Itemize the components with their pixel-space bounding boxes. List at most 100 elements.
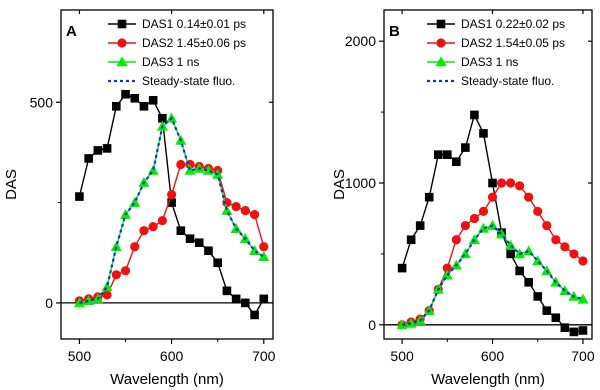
legend-marker-triangle: [435, 56, 447, 67]
data-point-triangle: [230, 223, 242, 233]
data-point-square: [424, 192, 434, 202]
data-point-square: [139, 101, 149, 111]
data-point-square: [560, 323, 570, 332]
data-point-square: [204, 246, 213, 256]
x-tick-label: 500: [68, 348, 92, 364]
legend-label: DAS2 1.54±0.05 ps: [461, 36, 565, 50]
data-point-circle: [249, 210, 260, 220]
plot-frame: [60, 9, 274, 340]
x-tick-label: 700: [252, 348, 276, 364]
data-point-square: [515, 266, 524, 276]
data-point-square: [185, 234, 195, 243]
legend-entry: DAS1 0.22±0.02 ps: [427, 17, 565, 31]
data-point-circle: [130, 242, 140, 252]
plot-area: [396, 110, 589, 337]
data-point-square: [222, 286, 232, 296]
y-tick-label: 2000: [345, 33, 376, 49]
data-point-square: [231, 294, 241, 304]
data-point-circle: [469, 213, 480, 224]
data-point-triangle: [258, 251, 270, 262]
legend-entry: DAS1 0.14±0.01 ps: [108, 17, 246, 31]
chart-panel-a: 500 600 700 0 500 Wavelength (nm) DAS A DAS1 0.1…: [3, 9, 276, 388]
data-point-circle: [478, 206, 489, 216]
y-tick-label: 0: [368, 317, 376, 333]
data-point-square: [75, 192, 84, 201]
legend-entry: DAS2 1.54±0.05 ps: [427, 36, 565, 50]
data-point-square: [461, 143, 470, 152]
data-point-square: [102, 144, 112, 153]
data-point-square: [488, 178, 497, 188]
legend-label: DAS2 1.45±0.06 ps: [142, 36, 246, 50]
data-point-square: [506, 249, 515, 259]
data-point-circle: [578, 256, 588, 266]
data-point-circle: [460, 220, 470, 231]
data-point-circle: [560, 242, 570, 252]
data-point-square: [176, 226, 186, 235]
legend-marker-circle: [117, 38, 127, 48]
y-axis-title: DAS: [3, 169, 20, 200]
legend-marker-triangle: [116, 56, 128, 67]
data-point-square: [121, 89, 130, 99]
data-point-square: [130, 93, 140, 103]
legend-label: Steady-state fluo.: [142, 74, 235, 88]
data-point-square: [551, 313, 561, 323]
plot-area: [73, 89, 270, 320]
data-point-circle: [542, 220, 552, 231]
data-point-circle: [569, 249, 579, 259]
legend-marker-square: [436, 19, 446, 29]
data-point-circle: [506, 178, 516, 188]
data-point-square: [524, 277, 533, 287]
data-point-square: [452, 157, 461, 167]
x-tick-label: 700: [571, 348, 595, 364]
panel-label: B: [389, 23, 400, 40]
legend-label: Steady-state fluo.: [461, 74, 554, 88]
data-point-circle: [240, 206, 250, 216]
y-tick-label: 0: [45, 295, 53, 311]
data-point-circle: [496, 178, 507, 188]
chart-panel-b: 500 600 700 0 1000 2000 Wavelength (nm) DAS B DAS…: [331, 9, 595, 388]
legend-label: DAS3 1 ns: [142, 55, 199, 69]
series-line: [79, 116, 265, 304]
data-point-circle: [111, 270, 121, 280]
legend-marker-square: [117, 19, 127, 29]
data-point-triangle: [541, 265, 553, 276]
data-point-circle: [120, 266, 131, 276]
data-point-triangle: [221, 204, 233, 215]
legend-entry: DAS3 1 ns: [108, 55, 199, 69]
legend-entry: DAS2 1.45±0.06 ps: [108, 36, 246, 50]
data-point-circle: [139, 226, 149, 236]
data-point-circle: [451, 235, 461, 245]
data-point-square: [415, 221, 425, 230]
legend-entry: Steady-state fluo.: [108, 74, 235, 88]
x-axis-title: Wavelength (nm): [110, 371, 224, 388]
data-point-square: [259, 294, 269, 304]
data-point-square: [578, 326, 588, 335]
data-point-square: [542, 306, 552, 315]
legend-entry: Steady-state fluo.: [427, 74, 554, 88]
data-point-square: [406, 235, 416, 245]
data-point-circle: [533, 206, 543, 216]
legend-label: DAS3 1 ns: [461, 55, 518, 69]
data-point-circle: [524, 192, 534, 202]
series-line: [401, 224, 584, 326]
data-point-square: [533, 292, 543, 301]
data-point-square: [241, 298, 250, 308]
x-tick-label: 500: [390, 348, 414, 364]
data-point-circle: [157, 216, 167, 226]
data-point-square: [569, 327, 579, 337]
legend-label: DAS1 0.22±0.02 ps: [461, 17, 565, 31]
data-point-square: [443, 150, 452, 159]
data-point-circle: [259, 242, 269, 252]
data-point-square: [84, 154, 93, 163]
legend-marker-circle: [436, 38, 446, 48]
x-tick-label: 600: [160, 348, 184, 364]
panel-label: A: [66, 23, 77, 40]
data-point-circle: [515, 181, 525, 191]
data-point-square: [397, 263, 407, 273]
y-tick-label: 500: [30, 94, 54, 110]
data-point-square: [194, 238, 204, 248]
data-point-triangle: [110, 241, 122, 252]
data-point-square: [112, 101, 121, 111]
data-point-triangle: [129, 196, 141, 207]
